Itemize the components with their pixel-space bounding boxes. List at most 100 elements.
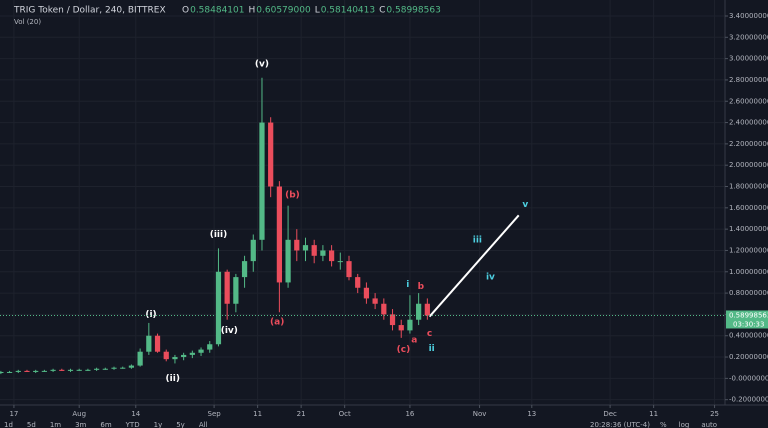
x-tick-label: Oct <box>339 410 351 418</box>
candle-body <box>294 239 300 251</box>
candle-body <box>407 319 413 331</box>
last-price-label: 0.58998563 <box>729 311 768 319</box>
last-price-box <box>726 310 768 329</box>
x-tick-label: 11 <box>649 410 658 418</box>
ohlc-value: 0.58140413 <box>321 6 375 16</box>
y-tick-label: 1.60000000 <box>729 204 768 212</box>
candle-body <box>268 122 274 187</box>
wave-label: (iv) <box>221 326 238 336</box>
scale-option[interactable]: log <box>679 421 690 428</box>
wave-label: (i) <box>145 310 156 320</box>
ohlc-label: L <box>315 6 320 16</box>
x-tick-label: 25 <box>710 410 719 418</box>
wave-label: i <box>406 280 409 290</box>
wave-label: (b) <box>285 191 300 201</box>
wave-label: ii <box>429 344 435 354</box>
scale-option[interactable]: auto <box>701 421 717 428</box>
range-button[interactable]: 1y <box>154 421 163 428</box>
y-tick-label: 3.40000000 <box>729 12 768 20</box>
wave-label: (iii) <box>210 230 227 240</box>
candle-body <box>15 370 21 372</box>
ohlc-value: 0.58998563 <box>386 6 440 16</box>
candle-body <box>0 371 4 374</box>
symbol: TRIG Token / Dollar, 240, BITTREX <box>13 6 166 16</box>
candle-body <box>181 354 187 358</box>
candle-body <box>128 365 135 368</box>
candle-body <box>311 245 317 256</box>
grid <box>0 0 725 405</box>
scale-option[interactable]: % <box>660 421 667 428</box>
candle-body <box>111 367 117 369</box>
range-button[interactable]: 3m <box>75 421 86 428</box>
y-tick-label: 3.20000000 <box>729 33 768 41</box>
candle-body <box>337 261 343 263</box>
x-tick-label: 13 <box>527 410 536 418</box>
y-tick-label: 2.40000000 <box>729 119 768 127</box>
candle-body <box>146 335 152 352</box>
marks <box>0 77 430 375</box>
candle-body <box>424 303 430 316</box>
candle-body <box>355 277 361 288</box>
range-button[interactable]: 1m <box>50 421 61 428</box>
candle-body <box>250 239 256 262</box>
y-tick-label: 1.00000000 <box>729 268 768 276</box>
y-tick-label: 2.60000000 <box>729 97 768 105</box>
candle-body <box>137 351 143 366</box>
range-button[interactable]: 6m <box>100 421 111 428</box>
range-button[interactable]: 5y <box>176 421 185 428</box>
y-tick-label: -0.00000000 <box>729 374 768 382</box>
ohlc-label: C <box>379 6 385 16</box>
ohlc-value: 0.58484101 <box>190 6 244 16</box>
y-tick-label: 0.20000000 <box>729 353 768 361</box>
range-button[interactable]: 1d <box>4 421 13 428</box>
y-tick-label: 0.80000000 <box>729 289 768 297</box>
candle-body <box>93 368 100 370</box>
candle-body <box>398 325 404 331</box>
candle-body <box>6 371 13 373</box>
wave-label: v <box>522 200 528 210</box>
y-tick-label: 2.20000000 <box>729 140 768 148</box>
candle-body <box>76 369 82 371</box>
candle-body <box>259 122 265 240</box>
candle-body <box>328 250 335 262</box>
wave-label: (c) <box>397 345 411 355</box>
x-tick-label: Sep <box>208 410 222 418</box>
candle-body <box>372 298 378 304</box>
candle-body <box>381 303 387 315</box>
candle-body <box>198 349 204 353</box>
candle-body <box>172 357 178 360</box>
y-tick-label: -0.20000000 <box>729 396 768 404</box>
projection-line <box>428 214 520 318</box>
range-button[interactable]: YTD <box>125 421 140 428</box>
y-tick-label: 1.20000000 <box>729 246 768 254</box>
range-button[interactable]: All <box>199 421 208 428</box>
range-button[interactable]: 5d <box>27 421 36 428</box>
x-tick-label: 17 <box>9 410 18 418</box>
y-tick-label: 1.80000000 <box>729 183 768 191</box>
clock: 20:28:36 (UTC-4) <box>590 421 650 428</box>
candle-body <box>154 335 161 352</box>
candle-body <box>416 303 422 320</box>
x-tick-label: Aug <box>72 410 86 418</box>
candle-body <box>163 351 169 360</box>
volume-label: Vol (20) <box>14 18 41 26</box>
candle-body <box>102 368 108 370</box>
x-tick-label: Dec <box>603 410 617 418</box>
wave-label: (v) <box>255 59 269 69</box>
ohlc-value: 0.60579000 <box>256 6 311 16</box>
y-tick-label: 2.00000000 <box>729 161 768 169</box>
candle-body <box>207 344 213 350</box>
countdown: 03:30:33 <box>733 320 764 328</box>
candle-body <box>215 271 222 345</box>
y-tick-label: 3.00000000 <box>729 55 768 63</box>
candle-body <box>363 287 370 299</box>
x-tick-label: 14 <box>131 410 140 418</box>
candle-body <box>41 370 47 372</box>
wave-label: (ii) <box>166 374 180 384</box>
x-tick-label: 11 <box>253 410 262 418</box>
candle-body <box>59 369 65 371</box>
candle-body <box>50 369 56 371</box>
candle-body <box>320 250 326 256</box>
